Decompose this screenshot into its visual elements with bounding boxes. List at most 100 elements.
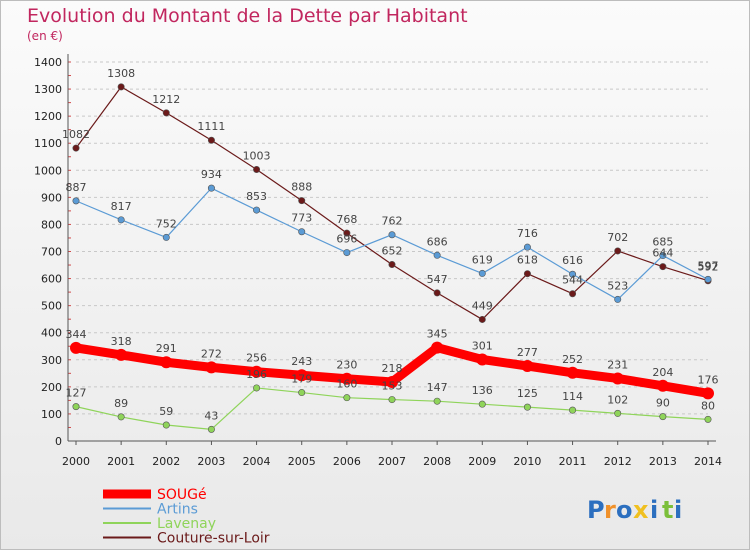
data-point: [298, 228, 306, 236]
x-tick-label: 2013: [649, 455, 677, 468]
data-label: 616: [562, 254, 583, 267]
data-point: [162, 421, 170, 429]
y-tick-label: 400: [41, 327, 62, 340]
x-tick-label: 2001: [107, 455, 135, 468]
data-point: [117, 216, 125, 224]
data-label: 644: [652, 247, 673, 260]
data-point: [659, 252, 667, 260]
data-label: 523: [607, 279, 628, 292]
x-tick-label: 2008: [423, 455, 451, 468]
data-point: [614, 295, 622, 303]
data-point: [523, 243, 531, 251]
data-point: [207, 184, 215, 192]
y-tick-label: 600: [41, 273, 62, 286]
data-label: 136: [472, 384, 493, 397]
x-tick-label: 2014: [694, 455, 722, 468]
series-group: [70, 83, 714, 433]
data-point: [298, 197, 306, 205]
data-label: 318: [111, 335, 132, 348]
data-point: [704, 275, 712, 283]
legend-label: Couture-sur-Loir: [157, 531, 270, 547]
data-label: 80: [701, 399, 715, 412]
data-label: 762: [382, 215, 403, 228]
data-point: [521, 360, 534, 373]
data-point: [205, 361, 218, 374]
data-point: [569, 290, 577, 298]
data-label: 147: [427, 381, 448, 394]
y-tick-label: 800: [41, 218, 62, 231]
x-tick-label: 2011: [559, 455, 587, 468]
data-label: 934: [201, 168, 222, 181]
data-label: 114: [562, 390, 583, 403]
data-label: 204: [652, 366, 673, 379]
data-point: [207, 425, 215, 433]
data-point: [253, 206, 261, 214]
data-point: [388, 396, 396, 404]
data-point: [478, 400, 486, 408]
data-label: 102: [607, 393, 628, 406]
y-tick-labels: 0 100 200 300 400 500 600 700 800 900 1000 1100 1200…: [34, 56, 62, 448]
y-tick-label: 900: [41, 191, 62, 204]
data-point: [115, 348, 128, 361]
data-point: [478, 269, 486, 277]
data-point: [659, 413, 667, 421]
x-tick-label: 2000: [62, 455, 90, 468]
data-point: [343, 394, 351, 402]
data-label: 272: [201, 347, 222, 360]
data-point: [295, 369, 308, 382]
x-tick-label: 2009: [468, 455, 496, 468]
data-label: 686: [427, 235, 448, 248]
data-label: 230: [336, 359, 357, 372]
y-tick-label: 1400: [34, 56, 62, 69]
data-point: [388, 260, 396, 268]
data-point: [340, 372, 353, 385]
data-point: [343, 249, 351, 257]
x-tick-label: 2004: [243, 455, 271, 468]
data-label: 291: [156, 342, 177, 355]
y-tick-label: 1100: [34, 137, 62, 150]
data-point: [523, 403, 531, 411]
logo-letter: i: [674, 496, 682, 524]
data-label: 768: [336, 213, 357, 226]
axes: [67, 54, 716, 445]
data-point: [659, 263, 667, 271]
data-label: 125: [517, 387, 538, 400]
data-point: [704, 415, 712, 423]
data-point: [702, 387, 714, 400]
x-tick-label: 2002: [152, 455, 180, 468]
logo-letter: o: [616, 496, 633, 524]
data-point: [160, 356, 173, 369]
data-point: [253, 384, 261, 392]
y-tick-label: 500: [41, 300, 62, 313]
data-point: [614, 247, 622, 255]
data-point: [72, 144, 80, 152]
data-label: 89: [114, 397, 128, 410]
data-label: 696: [336, 233, 357, 246]
data-label: 344: [66, 328, 87, 341]
data-label: 301: [472, 340, 493, 353]
data-label: 43: [204, 409, 218, 422]
data-label: 277: [517, 346, 538, 359]
data-label: 817: [111, 200, 132, 213]
data-label: 231: [607, 358, 628, 371]
data-label: 153: [382, 380, 403, 393]
x-tick-label: 2010: [513, 455, 541, 468]
logo-letter: i: [650, 496, 658, 524]
x-tick-label: 2006: [333, 455, 361, 468]
data-label: 685: [652, 236, 673, 249]
y-tick-label: 1300: [34, 83, 62, 96]
data-label: 1111: [197, 120, 225, 133]
x-tick-labels: 2000 2001 2002 2003 2004 2005 2006 2007 2008 2009…: [62, 455, 722, 468]
data-label: 618: [517, 254, 538, 267]
data-label: 449: [472, 299, 493, 312]
data-point: [478, 315, 486, 323]
data-label: 716: [517, 227, 538, 240]
data-label: 256: [246, 352, 267, 365]
data-point: [72, 197, 80, 205]
data-point: [569, 270, 577, 278]
y-tick-label: 1000: [34, 164, 62, 177]
data-label: 544: [562, 274, 583, 287]
